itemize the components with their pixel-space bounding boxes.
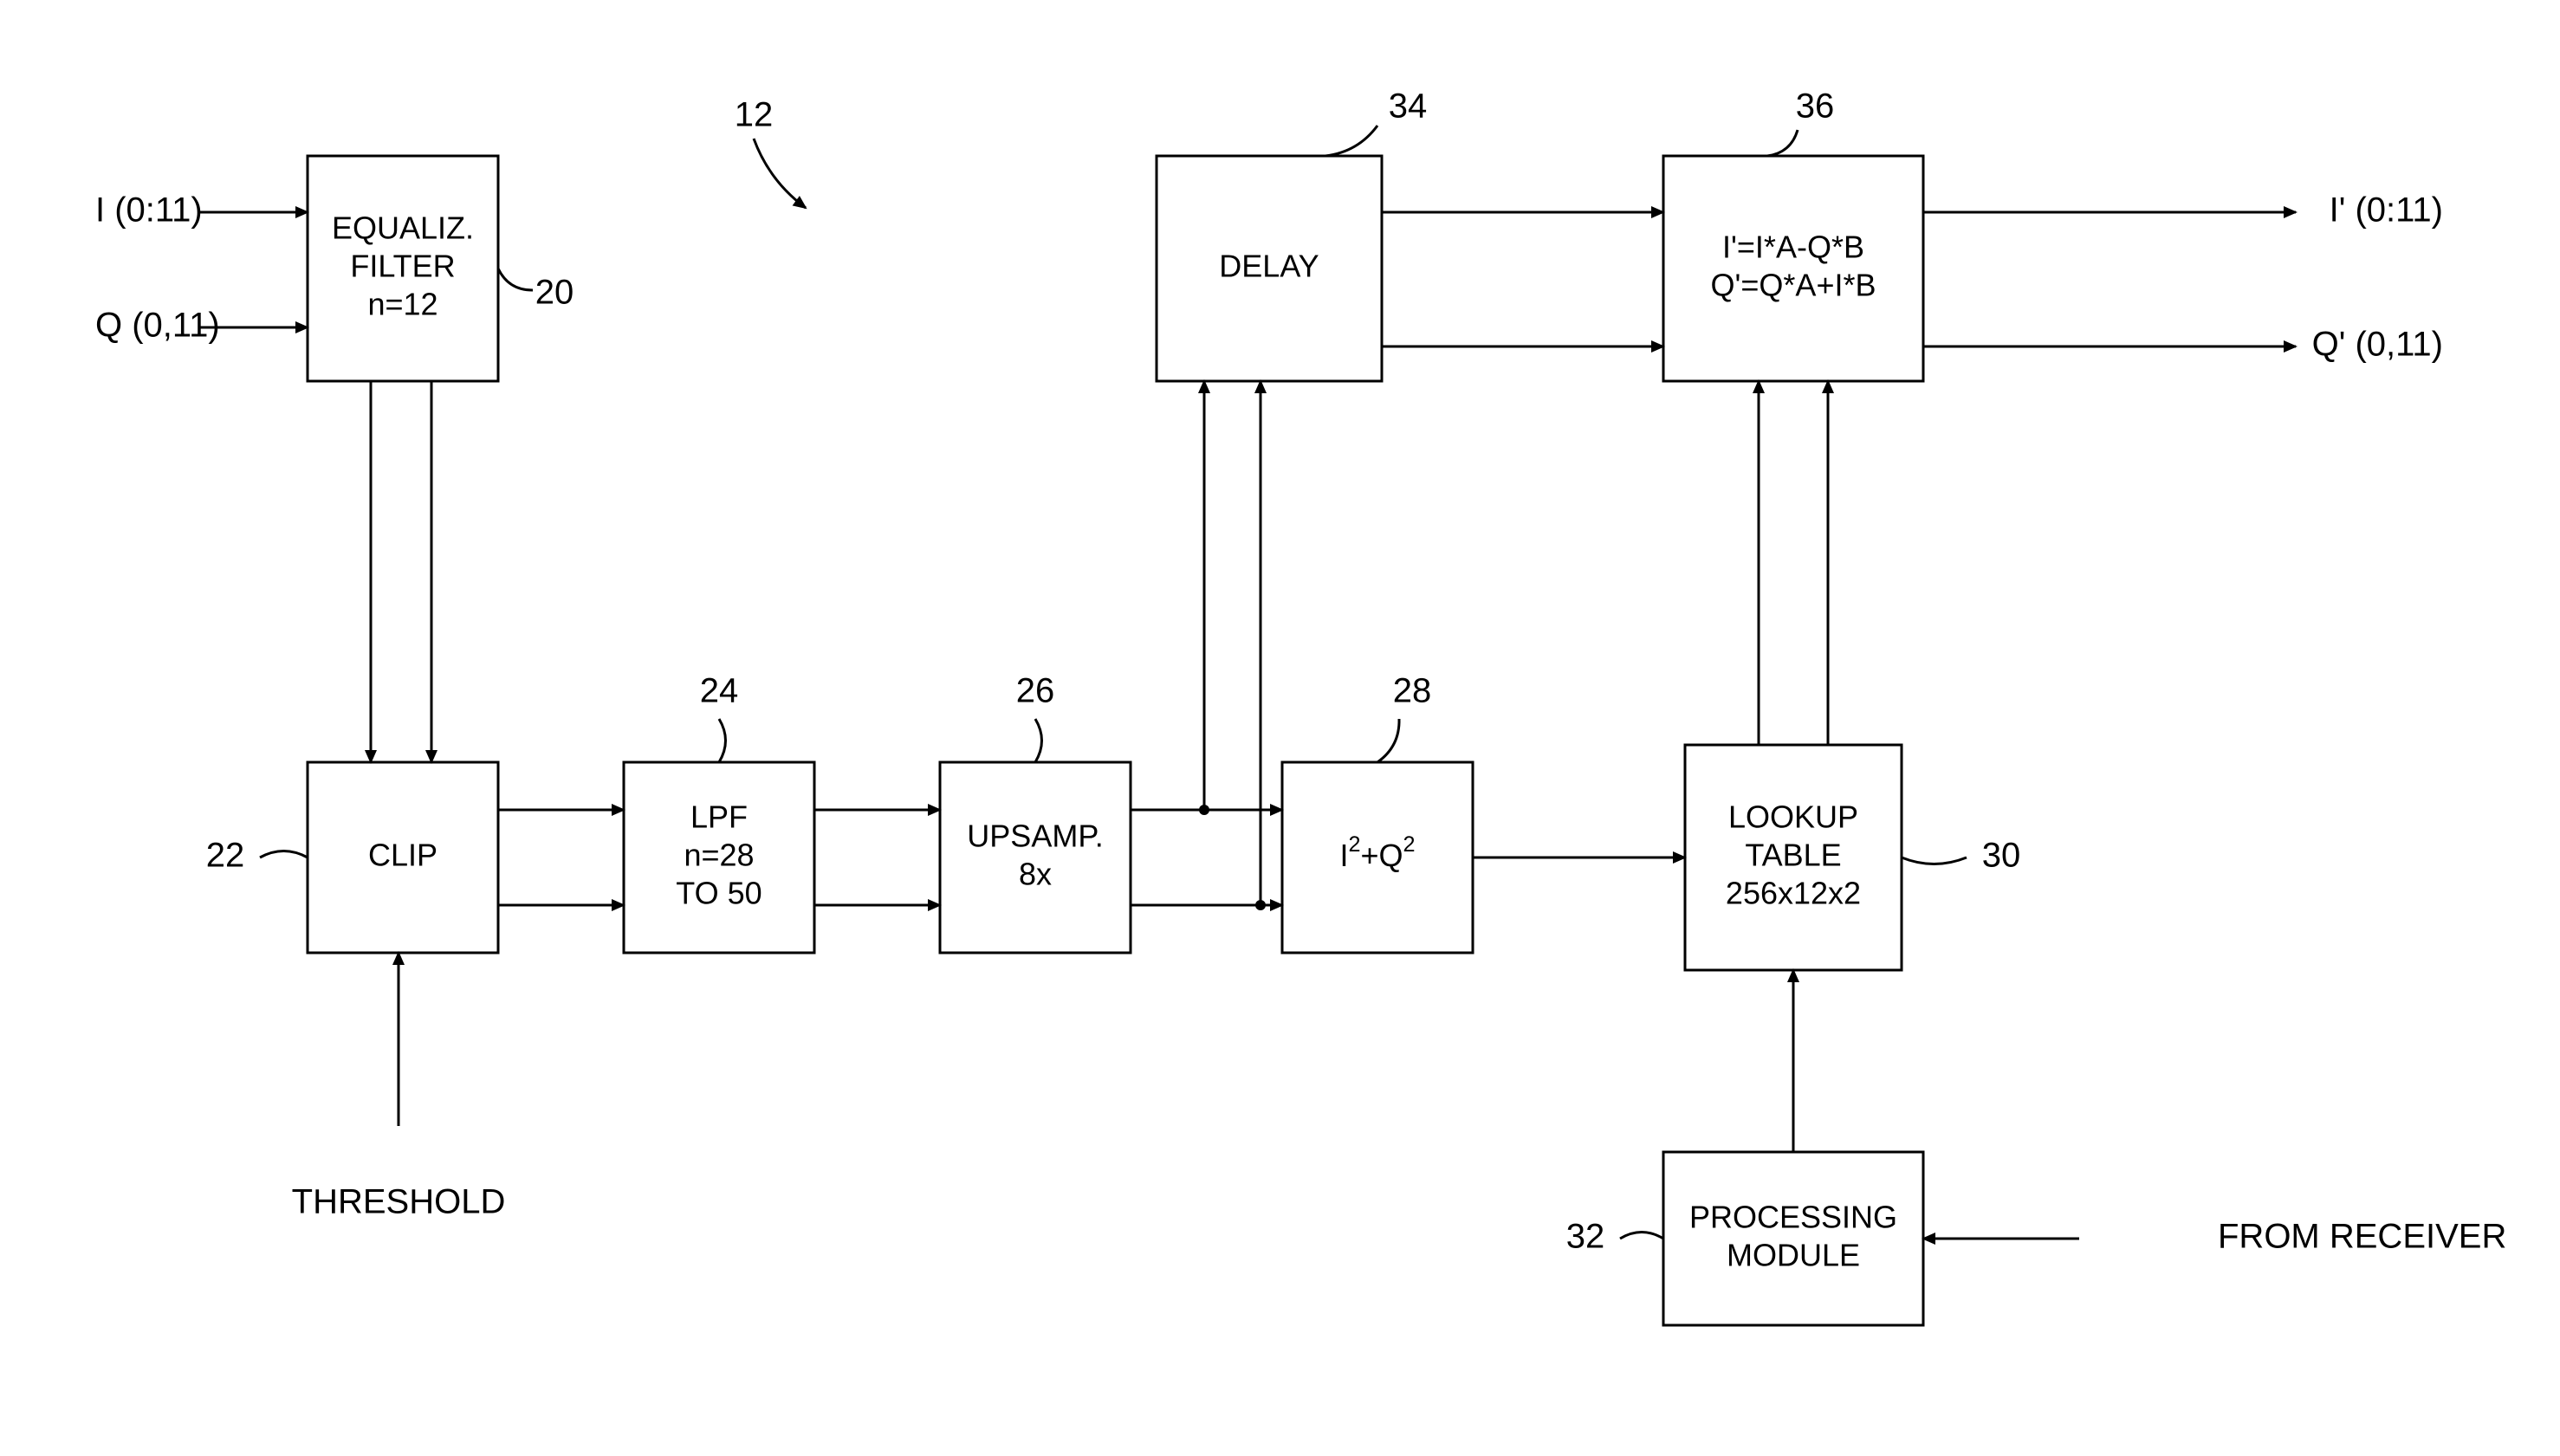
box-lut-line-1: TABLE	[1745, 838, 1841, 873]
label-threshold: THRESHOLD	[292, 1183, 506, 1221]
tap-up-to-delay-I	[1199, 805, 1209, 815]
box-lpf-line-1: n=28	[684, 838, 754, 873]
box-upsamp-line-1: 8x	[1019, 857, 1052, 892]
leader-24	[719, 719, 726, 762]
box-lpf-line-2: TO 50	[676, 876, 762, 911]
leader-30	[1902, 857, 1967, 864]
box-lut-line-2: 256x12x2	[1726, 876, 1861, 911]
leader-36	[1767, 130, 1798, 156]
box-lpf-line-0: LPF	[690, 799, 748, 835]
tap-up-to-delay-Q	[1255, 900, 1266, 910]
ref-30: 30	[1982, 837, 2021, 875]
leader-32	[1620, 1233, 1663, 1239]
leader-26	[1035, 719, 1042, 762]
ref-28: 28	[1393, 672, 1432, 710]
box-rot-line-1: Q'=Q*A+I*B	[1711, 268, 1876, 303]
leader-12	[754, 139, 806, 208]
ref-12: 12	[735, 96, 774, 134]
box-eq-line-1: FILTER	[350, 249, 455, 284]
ref-32: 32	[1566, 1218, 1605, 1256]
ref-36: 36	[1796, 87, 1835, 126]
leader-20	[498, 269, 533, 290]
box-eq-line-2: n=12	[367, 287, 437, 322]
box-eq-line-0: EQUALIZ.	[332, 210, 474, 246]
ref-34: 34	[1389, 87, 1428, 126]
ref-22: 22	[206, 837, 245, 875]
box-proc-line-1: MODULE	[1727, 1238, 1860, 1273]
ref-24: 24	[700, 672, 739, 710]
box-rot-line-0: I'=I*A-Q*B	[1722, 230, 1864, 265]
label-input-I: I (0:11)	[95, 191, 203, 230]
block-diagram: EQUALIZ.FILTERn=12 CLIP LPFn=28TO 50 UPSAMP…	[0, 0, 2560, 1456]
label-output-I: I' (0:11)	[2330, 191, 2443, 230]
ref-20: 20	[535, 274, 574, 312]
label-output-Q: Q' (0,11)	[2312, 326, 2443, 364]
ref-26: 26	[1016, 672, 1055, 710]
label-from-receiver: FROM RECEIVER	[2218, 1218, 2506, 1256]
box-delay-line-0: DELAY	[1219, 249, 1319, 284]
box-upsamp-line-0: UPSAMP.	[967, 819, 1103, 854]
box-clip-line-0: CLIP	[368, 838, 437, 873]
leader-34	[1325, 126, 1377, 156]
leader-28	[1377, 719, 1399, 762]
leader-22	[260, 851, 308, 858]
box-lut-line-0: LOOKUP	[1728, 799, 1858, 835]
box-proc-line-0: PROCESSING	[1689, 1200, 1897, 1235]
label-input-Q: Q (0,11)	[95, 307, 220, 345]
